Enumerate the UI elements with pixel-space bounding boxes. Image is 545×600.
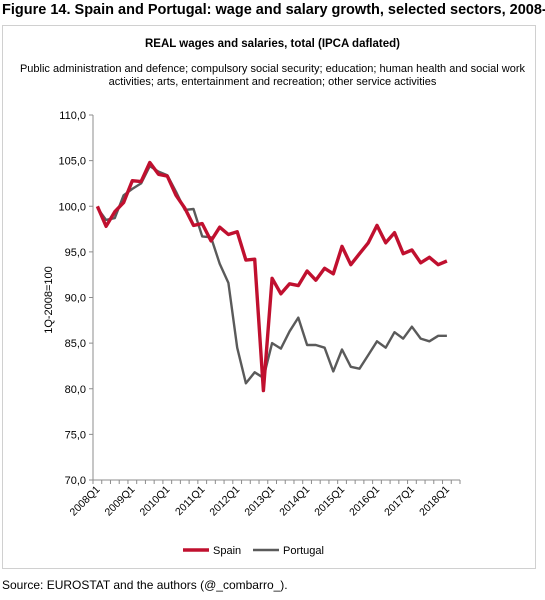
y-tick-label: 85,0 — [65, 338, 86, 350]
x-tick-label: 2018Q1 — [417, 484, 452, 519]
series-line-spain — [95, 160, 448, 393]
series-line-portugal — [96, 164, 447, 385]
y-tick-label: 100,0 — [58, 201, 86, 213]
chart-frame — [2, 25, 536, 569]
x-tick-label: 2010Q1 — [137, 484, 172, 519]
x-tick-label: 2009Q1 — [103, 484, 138, 519]
legend-label-portugal: Portugal — [283, 545, 324, 557]
x-tick-label: 2016Q1 — [347, 484, 382, 519]
x-tick-label: 2013Q1 — [242, 484, 277, 519]
source-note: Source: EUROSTAT and the authors (@_comb… — [2, 578, 288, 592]
chart-subtitle: Public administration and defence; compu… — [19, 63, 526, 88]
y-axis-ticks: 70,0 75,0 80,0 85,0 90,0 95,0 100,0 105,0 110,0 — [58, 110, 93, 487]
y-tick-label: 110,0 — [59, 110, 86, 122]
y-tick-label: 90,0 — [65, 293, 86, 305]
y-tick-label: 80,0 — [65, 384, 86, 396]
y-tick-label: 105,0 — [58, 156, 86, 168]
x-axis-ticks: 2008Q1 2009Q1 2010Q1 2011Q1 2012Q1 2013Q1 2014… — [68, 480, 461, 519]
y-axis-label: 1Q-2008=100 — [43, 266, 55, 334]
y-tick-label: 95,0 — [65, 247, 86, 259]
series-lines — [95, 160, 448, 393]
y-tick-label: 70,0 — [65, 475, 86, 487]
x-tick-label: 2014Q1 — [277, 484, 312, 519]
x-tick-label: 2011Q1 — [173, 484, 207, 518]
chart-title: REAL wages and salaries, total (IPCA daf… — [145, 38, 400, 50]
x-tick-label: 2017Q1 — [382, 484, 417, 519]
legend-label-spain: Spain — [213, 545, 241, 557]
x-tick-label: 2012Q1 — [207, 484, 242, 519]
x-tick-label: 2008Q1 — [68, 484, 103, 519]
y-tick-label: 75,0 — [65, 429, 86, 441]
x-tick-label: 2015Q1 — [312, 484, 347, 519]
figure-title: Figure 14. Spain and Portugal: wage and … — [2, 2, 545, 18]
legend: Spain Portugal — [183, 545, 324, 557]
